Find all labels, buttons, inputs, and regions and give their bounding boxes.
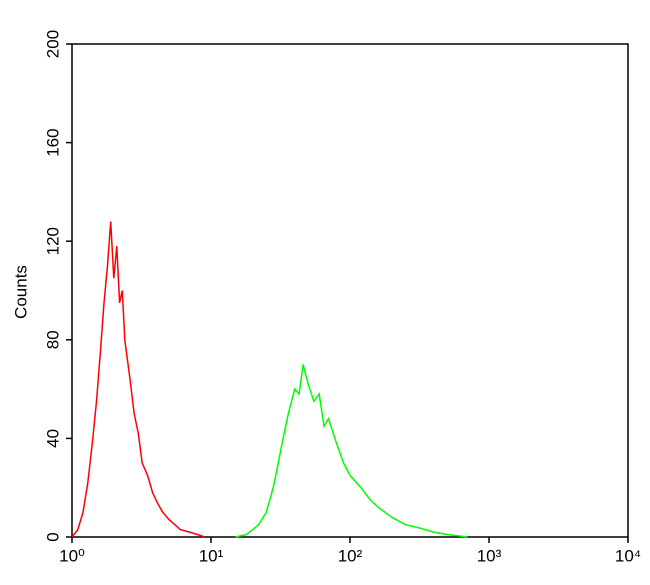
y-tick-label: 160 [43,128,62,156]
x-tick-label: 10² [338,546,363,565]
y-tick-label: 200 [43,30,62,58]
x-tick-label: 10³ [477,546,502,565]
x-tick-label: 10¹ [199,546,224,565]
x-tick-label: 10⁰ [59,546,85,565]
series-line [235,364,468,538]
y-tick-label: 80 [43,330,62,349]
series-line [71,221,205,538]
y-tick-label: 40 [43,429,62,448]
y-tick-label: 120 [43,227,62,255]
plot-frame [71,43,629,538]
y-axis-label: Counts [11,265,30,319]
x-tick-label: 10⁴ [615,546,641,565]
y-tick-label: 0 [43,532,62,541]
